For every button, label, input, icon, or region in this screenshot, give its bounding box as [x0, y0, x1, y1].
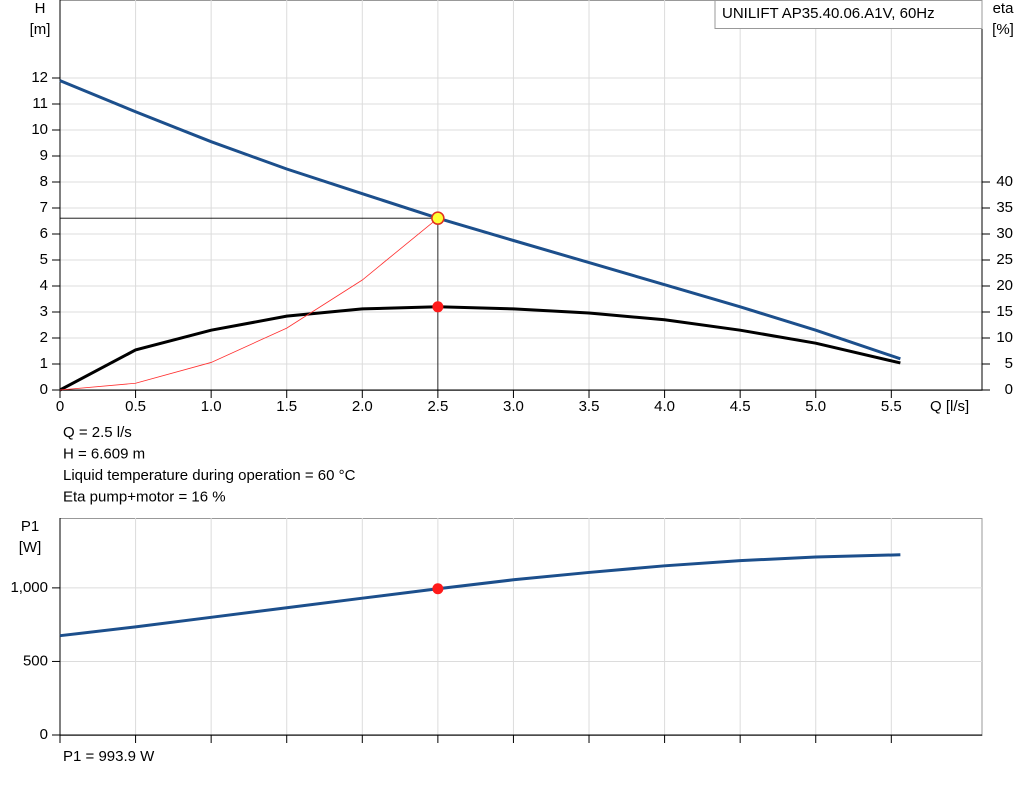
- y-tick-label: 5: [40, 251, 48, 268]
- annotation: H = 6.609 m: [63, 445, 145, 462]
- x-tick-label: 4.0: [654, 398, 675, 415]
- annotation: Eta pump+motor = 16 %: [63, 488, 226, 505]
- y2-tick-label: 5: [1005, 355, 1013, 372]
- duty-point: [432, 583, 444, 595]
- y-tick-label: 8: [40, 173, 48, 190]
- x-tick-label: 0.5: [125, 398, 146, 415]
- plot-area: [59, 518, 983, 736]
- annotation: Q = 2.5 l/s: [63, 424, 132, 441]
- x-tick-label: 1.0: [201, 398, 222, 415]
- y-tick-label: 11: [32, 95, 48, 112]
- y-tick-label: 3: [40, 303, 48, 320]
- y-tick-label: 0: [40, 381, 48, 398]
- eta-point: [432, 301, 444, 313]
- y-tick-label: 12: [31, 69, 48, 86]
- y-tick-label: 4: [40, 277, 48, 294]
- chart-title: UNILIFT AP35.40.06.A1V, 60Hz: [722, 5, 935, 22]
- y2-label: eta: [993, 0, 1015, 17]
- series-line: [59, 305, 901, 392]
- y-label: P1: [21, 518, 39, 535]
- y2-tick-label: 0: [1005, 381, 1013, 398]
- y-tick-label: 2: [40, 329, 48, 346]
- y-tick-label: 7: [40, 199, 48, 216]
- y-label-unit: [m]: [30, 21, 51, 38]
- y2-tick-label: 25: [996, 251, 1013, 268]
- x-tick-label: 5.0: [805, 398, 826, 415]
- x-tick-label: 1.5: [276, 398, 297, 415]
- series-line: [59, 553, 901, 638]
- x-tick-label: 5.5: [881, 398, 902, 415]
- x-tick-label: 3.0: [503, 398, 524, 415]
- y-tick-label: 9: [40, 147, 48, 164]
- x-tick-label: 0: [56, 398, 64, 415]
- y2-tick-label: 35: [996, 199, 1013, 216]
- y-tick-label: 500: [23, 652, 48, 669]
- y-tick-label: 10: [31, 121, 48, 138]
- x-tick-label: 4.5: [730, 398, 751, 415]
- y2-tick-label: 10: [996, 329, 1013, 346]
- title-box: [714, 0, 983, 29]
- x-tick-label: 2.0: [352, 398, 373, 415]
- plot-area: [59, 0, 983, 391]
- y-tick-label: 0: [40, 726, 48, 743]
- y-tick-label: 1: [40, 355, 48, 372]
- y-tick-label: 1,000: [10, 579, 48, 596]
- y2-tick-label: 30: [996, 225, 1013, 242]
- x-tick-label: 2.5: [427, 398, 448, 415]
- y-tick-label: 6: [40, 225, 48, 242]
- y2-label-unit: [%]: [992, 21, 1014, 38]
- y-label: H: [35, 0, 46, 17]
- y2-tick-label: 15: [996, 303, 1013, 320]
- series-line: [59, 79, 901, 361]
- annotation: P1 = 993.9 W: [63, 748, 155, 765]
- series-line: [59, 217, 439, 391]
- y-label-unit: [W]: [19, 539, 42, 556]
- x-label: Q [l/s]: [930, 398, 969, 415]
- annotation: Liquid temperature during operation = 60…: [63, 467, 356, 484]
- x-tick-label: 3.5: [579, 398, 600, 415]
- y2-tick-label: 20: [996, 277, 1013, 294]
- duty-point: [431, 211, 445, 225]
- y2-tick-label: 40: [996, 173, 1013, 190]
